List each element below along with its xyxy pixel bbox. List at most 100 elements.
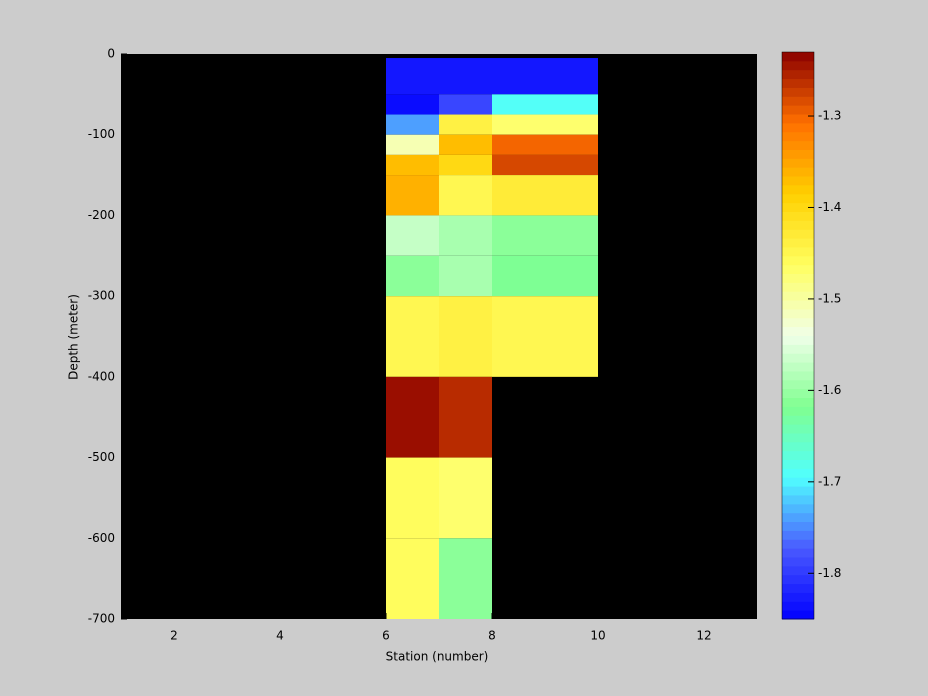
heatmap-cell (492, 215, 598, 256)
colorbar-step (782, 291, 814, 301)
colorbar-step (782, 512, 814, 523)
colorbar-step (782, 229, 814, 239)
heatmap-cell (386, 114, 439, 135)
colorbar-tick-label: -1.3 (818, 109, 841, 123)
y-tick-label: -300 (88, 289, 115, 303)
heatmap-cell (386, 134, 439, 155)
y-tick-label: -400 (88, 369, 115, 383)
colorbar-step (782, 273, 814, 283)
colorbar-step (782, 282, 814, 292)
colorbar-step (782, 556, 814, 567)
colorbar-step (782, 317, 814, 328)
colorbar-step (782, 344, 814, 354)
heatmap-cell (492, 154, 598, 176)
colorbar-step (782, 246, 814, 257)
colorbar-tick-label: -1.5 (818, 291, 841, 305)
colorbar-step (782, 388, 814, 399)
colorbar-step (782, 450, 814, 461)
x-tick-label: 8 (488, 629, 496, 643)
colorbar-tick-label: -1.6 (818, 383, 841, 397)
y-tick-label: -600 (88, 531, 115, 545)
heatmap-cell (386, 255, 439, 297)
colorbar-step (782, 167, 814, 177)
heatmap-cell (439, 376, 492, 458)
colorbar-step (782, 211, 814, 221)
heatmap-cell (386, 457, 439, 539)
colorbar-step (782, 122, 814, 133)
colorbar-step (782, 406, 814, 416)
colorbar-step (782, 326, 814, 336)
colorbar-step (782, 149, 814, 159)
colorbar-step (782, 335, 814, 345)
colorbar-step (782, 477, 814, 487)
colorbar-frame (781, 51, 815, 620)
colorbar-tick-label: -1.7 (818, 474, 841, 488)
x-tick-label: 6 (382, 629, 390, 643)
colorbar-step (782, 424, 814, 434)
colorbar-step (782, 69, 814, 80)
colorbar-step (782, 87, 814, 97)
y-tick-label: -500 (88, 450, 115, 464)
x-axis-label: Station (number) (386, 650, 489, 664)
y-tick-label: 0 (107, 47, 115, 61)
x-tick-label: 4 (276, 629, 284, 643)
heatmap-cell (386, 376, 439, 458)
colorbar-step (782, 459, 814, 469)
colorbar-step (782, 140, 814, 150)
heatmap-cell (386, 296, 439, 377)
colorbar-step (782, 60, 814, 71)
y-axis-label: Depth (meter) (67, 294, 81, 380)
colorbar-step (782, 300, 814, 310)
x-tick-label: 12 (696, 629, 711, 643)
heatmap-cell (386, 58, 439, 95)
colorbar-step (782, 238, 814, 248)
colorbar-step (782, 574, 814, 585)
colorbar-step (782, 548, 814, 558)
colorbar-step (782, 583, 814, 593)
colorbar-step (782, 353, 814, 363)
heatmap-cell (386, 538, 439, 619)
heatmap-cell (439, 538, 492, 619)
colorbar-step (782, 184, 814, 195)
heatmap-cell (492, 134, 598, 155)
heatmap-cell (439, 58, 492, 95)
colorbar-step (782, 158, 814, 168)
x-tick-label: 10 (590, 629, 605, 643)
colorbar-step (782, 610, 814, 620)
colorbar-step (782, 494, 814, 505)
y-tick-label: -200 (88, 208, 115, 222)
colorbar-step (782, 397, 814, 407)
colorbar-tick-label: -1.8 (818, 566, 841, 580)
heatmap-cell (492, 296, 598, 377)
colorbar-step (782, 415, 814, 425)
colorbar-step (782, 220, 814, 230)
colorbar-step (782, 521, 814, 531)
heatmap-cell (439, 134, 492, 155)
colorbar-step (782, 131, 814, 142)
heatmap-cell (439, 457, 492, 539)
heatmap-cell (439, 154, 492, 176)
colorbar-tick-label: -1.4 (818, 200, 841, 214)
colorbar-step (782, 264, 814, 274)
x-tick-label: 2 (170, 629, 178, 643)
heatmap-cell (386, 175, 439, 216)
heatmap-cell (386, 94, 439, 115)
colorbar-step (782, 255, 814, 266)
heatmap-cell (492, 94, 598, 115)
colorbar-step (782, 601, 814, 611)
colorbar-step (782, 592, 814, 602)
heatmap-cell (439, 114, 492, 135)
colorbar-step (782, 202, 814, 212)
heatmap-cell (386, 215, 439, 256)
colorbar-step (782, 370, 814, 381)
heatmap-cell (439, 255, 492, 297)
colorbar-step (782, 105, 814, 115)
colorbar-step (782, 468, 814, 478)
colorbar-step (782, 78, 814, 88)
heatmap-cell (492, 114, 598, 135)
colorbar-step (782, 114, 814, 124)
colorbar-step (782, 486, 814, 496)
colorbar-step (782, 362, 814, 372)
heatmap-cell (439, 94, 492, 115)
